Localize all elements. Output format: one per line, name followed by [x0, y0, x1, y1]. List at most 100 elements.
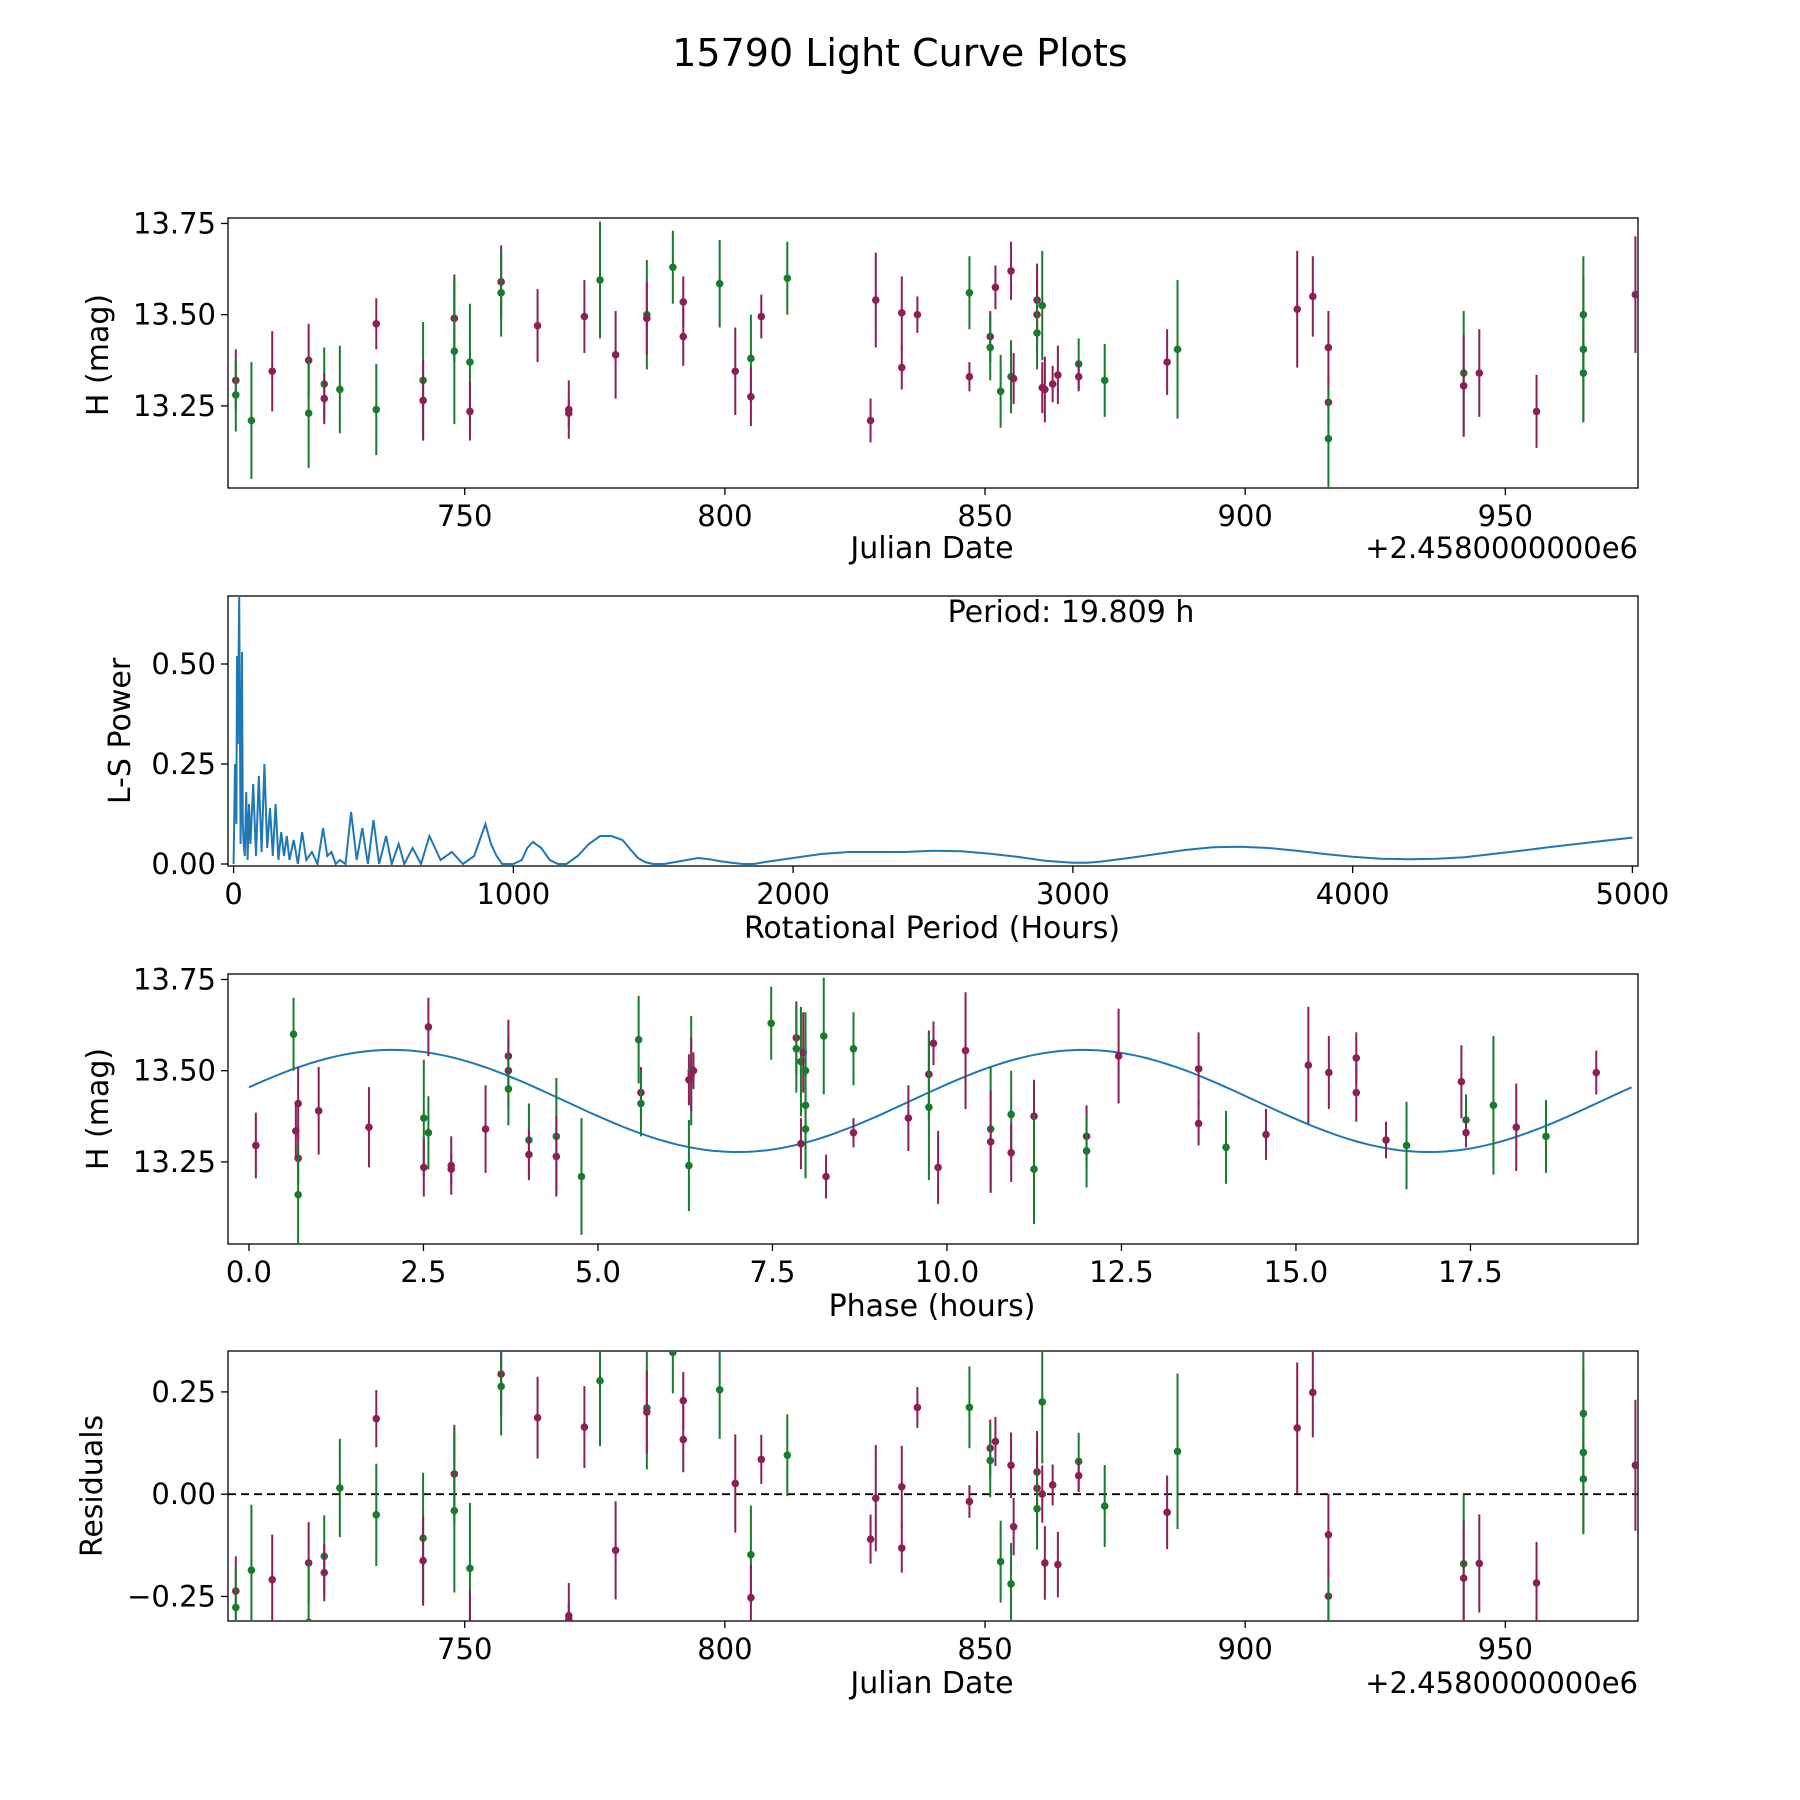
- residual-point: [467, 1619, 473, 1621]
- light-curve-point: [247, 416, 256, 425]
- phased-point: [792, 1044, 801, 1053]
- residual-point: [1048, 1481, 1057, 1489]
- light-curve-xtick-label: 850: [957, 499, 1012, 533]
- light-curve-point: [1033, 329, 1041, 337]
- periodogram-panel: Rotational Period (Hours) L-S Power Peri…: [103, 595, 1669, 946]
- periodogram-ytick-label: 0.50: [151, 647, 216, 681]
- periodogram-xtick-label: 1000: [476, 877, 550, 911]
- light-curve-point: [643, 314, 651, 323]
- phased-point: [925, 1103, 933, 1111]
- residual-point: [1054, 1560, 1062, 1569]
- phased-curve-xtick-label: 12.5: [1089, 1255, 1154, 1289]
- light-curve-point: [679, 298, 688, 306]
- light-curve-offset-text: +2.4580000000e6: [1365, 531, 1638, 565]
- residual-point: [913, 1403, 922, 1412]
- phased-point: [525, 1150, 533, 1159]
- residual-point: [715, 1386, 724, 1394]
- phased-point: [1030, 1165, 1038, 1174]
- phased-curve-xtick-label: 17.5: [1438, 1255, 1503, 1289]
- phased-point: [1352, 1054, 1361, 1062]
- residual-point: [871, 1494, 880, 1503]
- residual-point: [991, 1437, 1000, 1446]
- residual-point: [1475, 1559, 1484, 1568]
- residual-point: [1325, 1633, 1333, 1641]
- residual-point: [580, 1423, 589, 1431]
- residual-point: [679, 1435, 688, 1444]
- residual-point: [1033, 1504, 1041, 1513]
- residual-point: [897, 1544, 906, 1552]
- phased-point: [1457, 1077, 1466, 1086]
- light-curve-point: [669, 263, 677, 272]
- residual-point: [1009, 1522, 1018, 1531]
- phased-point: [424, 1023, 433, 1031]
- residual-point: [372, 1511, 381, 1519]
- phased-curve-ylabel: H (mag): [81, 1048, 116, 1170]
- periodogram-ytick-label: 0.25: [151, 747, 216, 781]
- residuals-xtick-label: 950: [1478, 1632, 1533, 1666]
- phased-curve-ytick-label: 13.25: [133, 1145, 216, 1179]
- phased-point: [1592, 1068, 1601, 1077]
- phased-point: [1262, 1130, 1270, 1139]
- residual-point: [450, 1506, 459, 1515]
- residual-point: [1038, 1398, 1047, 1406]
- light-curve-point: [1048, 380, 1057, 388]
- light-curve-point: [897, 309, 906, 317]
- phased-curve-ytick-label: 13.75: [133, 962, 216, 996]
- phased-point: [797, 1139, 805, 1148]
- light-curve-point: [232, 391, 240, 399]
- residuals-panel: Julian Date Residuals +2.4580000000e6 75…: [75, 1350, 1639, 1701]
- light-curve-point: [1475, 369, 1484, 377]
- residuals-xtick-label: 900: [1217, 1632, 1272, 1666]
- residual-point: [247, 1566, 256, 1574]
- light-curve-point: [986, 343, 995, 352]
- periodogram-frame: [227, 595, 1639, 867]
- phased-point: [1382, 1136, 1390, 1144]
- light-curve-point: [715, 279, 724, 288]
- residual-point: [1532, 1579, 1541, 1587]
- phased-point: [961, 1046, 970, 1055]
- phased-point: [1542, 1132, 1550, 1141]
- residual-point: [497, 1382, 505, 1391]
- light-curve-point: [1324, 343, 1333, 352]
- residual-point: [965, 1403, 974, 1412]
- light-curve-xlabel: Julian Date: [848, 531, 1013, 566]
- phased-curve-data: [248, 977, 1633, 1244]
- light-curve-point: [419, 396, 427, 405]
- phased-point: [819, 1032, 828, 1040]
- phased-point: [1512, 1123, 1521, 1132]
- light-curve-point: [1041, 385, 1049, 394]
- periodogram-data: [232, 596, 1633, 866]
- light-curve-point: [320, 394, 329, 403]
- phased-point: [1007, 1110, 1015, 1119]
- residual-point: [986, 1456, 995, 1465]
- phased-curve-xtick-label: 5.0: [575, 1255, 621, 1289]
- residual-point: [305, 1618, 313, 1621]
- light-curve-point: [1532, 407, 1541, 416]
- light-curve-xtick-label: 750: [437, 499, 492, 533]
- light-curve-point: [747, 354, 755, 363]
- phased-point: [577, 1172, 586, 1181]
- periodogram-line: [232, 596, 1633, 866]
- period-annotation: Period: 19.809 h: [948, 595, 1195, 630]
- residual-point: [897, 1482, 906, 1491]
- phased-point: [1194, 1065, 1203, 1073]
- light-curve-ytick-label: 13.50: [133, 298, 216, 332]
- periodogram-ytick-label: 0.00: [151, 847, 216, 881]
- phased-point: [419, 1163, 428, 1172]
- light-curve-point: [1293, 305, 1302, 314]
- residual-point: [731, 1479, 740, 1488]
- phased-point: [419, 1114, 428, 1122]
- phased-point: [904, 1114, 913, 1122]
- periodogram-xtick-label: 5000: [1595, 877, 1669, 911]
- light-curve-point: [466, 358, 474, 366]
- phased-curve-xtick-label: 10.0: [915, 1255, 980, 1289]
- residual-point: [1163, 1508, 1171, 1517]
- residual-point: [965, 1497, 974, 1506]
- figure-title: 15790 Light Curve Plots: [672, 31, 1127, 75]
- phased-point: [365, 1123, 373, 1132]
- residual-point: [1007, 1580, 1015, 1588]
- light-curve-point: [1459, 382, 1468, 390]
- light-curve-point: [757, 312, 766, 321]
- residual-point: [1459, 1574, 1468, 1582]
- residuals-ytick-label: −0.25: [127, 1579, 216, 1613]
